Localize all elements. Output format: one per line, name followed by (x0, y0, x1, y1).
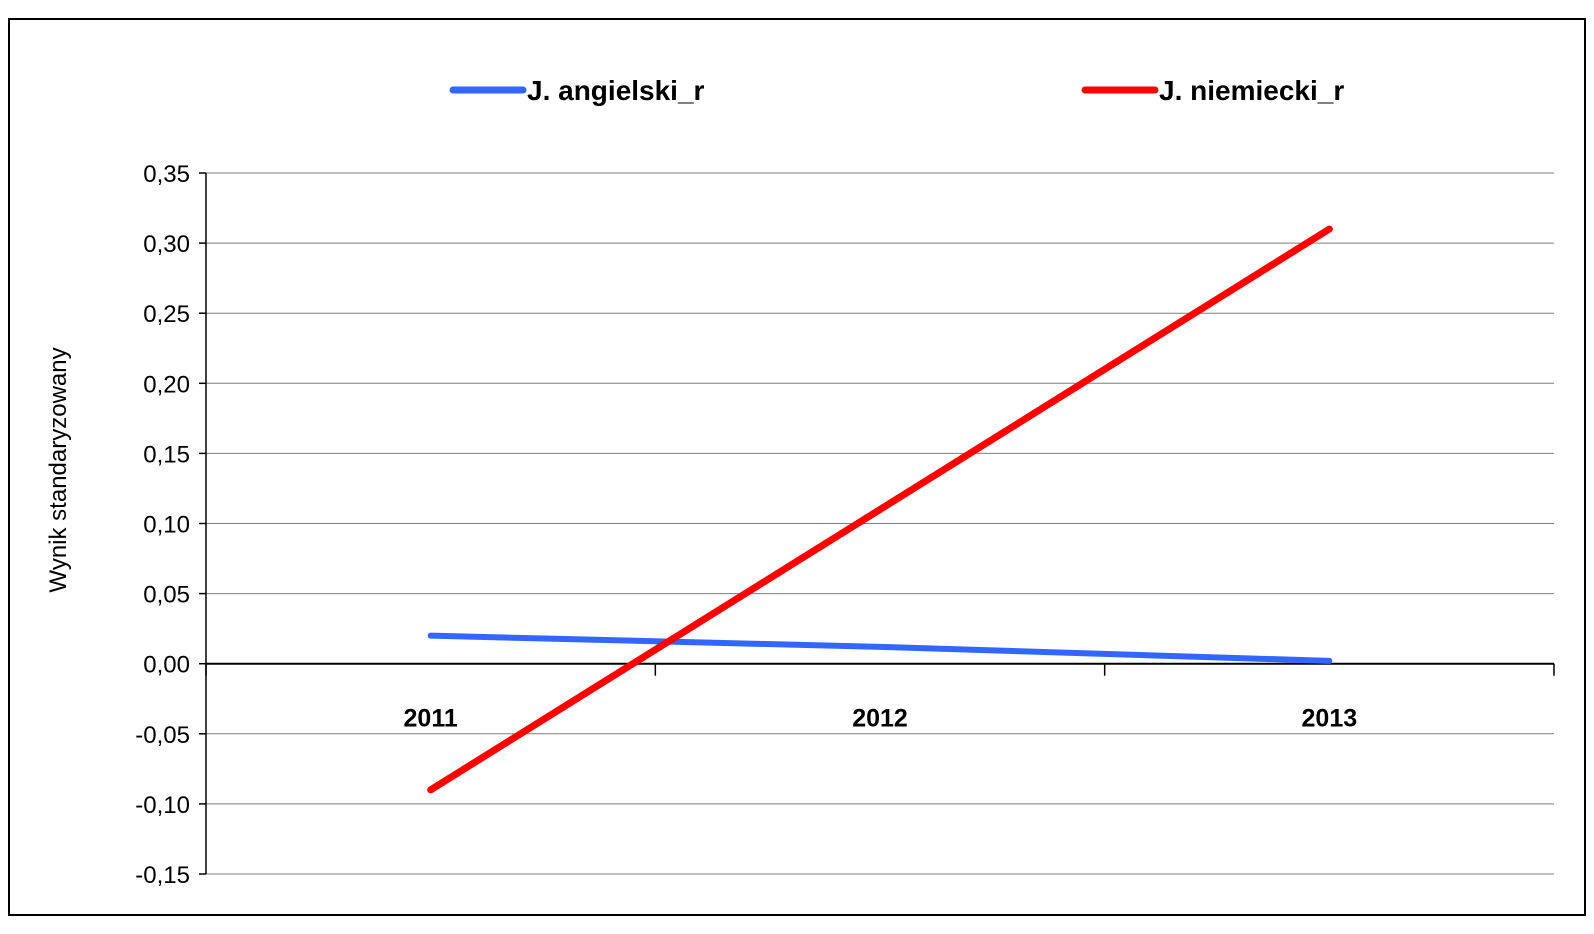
y-axis-title: Wynik standaryzowany (45, 347, 72, 592)
y-tick-label: 0,35 (143, 161, 190, 188)
legend-label: J. angielski_r (527, 75, 705, 106)
x-tick-label: 2011 (404, 705, 458, 733)
y-tick-label: -0,15 (135, 862, 190, 889)
y-tick-label: 0,15 (143, 441, 190, 468)
y-tick-label: 0,10 (143, 512, 190, 539)
gridlines (206, 172, 1554, 875)
legend: J. angielski_r J. niemiecki_r (449, 75, 1344, 106)
series-line-2 (427, 225, 1333, 794)
legend-label: J. niemiecki_r (1159, 75, 1344, 106)
y-tick-label: 0,05 (143, 582, 190, 609)
y-tick-labels: 0,35 0,30 0,25 0,20 0,15 0,10 0,05 0,00 -0,05 -0,… (135, 161, 190, 889)
x-tick-labels: 2011 2012 2013 (404, 705, 1358, 733)
chart-frame (8, 18, 1586, 916)
y-tick-label: 0,20 (143, 371, 190, 398)
series-lines (427, 225, 1333, 794)
y-tick-label: -0,10 (135, 792, 190, 819)
y-tick-label: -0,05 (135, 722, 190, 749)
series-line-1 (427, 632, 1333, 664)
y-tick-label: 0,30 (143, 231, 190, 258)
x-tick-label: 2012 (852, 705, 908, 733)
y-tick-label: 0,00 (143, 652, 190, 679)
y-tick-label: 0,25 (143, 301, 190, 328)
x-tick-label: 2013 (1302, 705, 1358, 733)
